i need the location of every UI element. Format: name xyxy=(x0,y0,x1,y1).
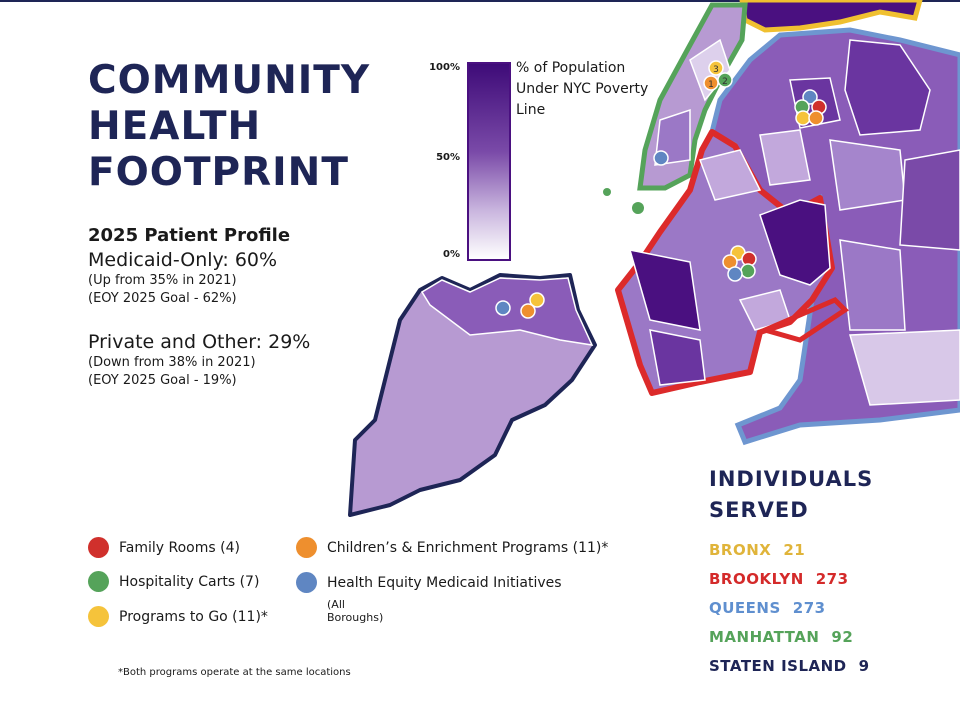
private-stat: Private and Other: 29% xyxy=(88,331,311,353)
served-row-manhattan: MANHATTAN 92 xyxy=(709,623,873,652)
borough-name: QUEENS xyxy=(709,599,781,617)
served-count: 273 xyxy=(792,599,826,617)
marker-number: 1 xyxy=(708,80,714,90)
blue-dot-icon xyxy=(296,572,317,593)
served-count: 92 xyxy=(831,628,854,646)
medicaid-goal: (EOY 2025 Goal - 62%) xyxy=(88,291,237,306)
program-markers: 3 1 2 xyxy=(495,60,827,319)
borough-name: BROOKLYN xyxy=(709,570,804,588)
staten-island-borough xyxy=(348,273,597,517)
served-heading: INDIVIDUALS xyxy=(709,467,874,491)
title-line: FOOTPRINT xyxy=(88,150,349,195)
legend-item-programs-to-go: Programs to Go (11)* xyxy=(88,606,268,627)
individuals-served: INDIVIDUALS SERVED BRONX 21 BROOKLYN 273 Q… xyxy=(709,464,873,681)
marker-hospitality-cart xyxy=(740,263,756,279)
title-line: COMMUNITY xyxy=(88,58,371,103)
patient-profile: 2025 Patient Profile Medicaid-Only: 60% … xyxy=(88,224,310,390)
top-rule xyxy=(0,0,960,2)
legend-sub-note: (All Boroughs) xyxy=(327,598,384,624)
marker-number: 3 xyxy=(713,65,719,75)
served-count: 273 xyxy=(815,570,849,588)
marker-health-equity xyxy=(653,150,669,166)
scale-tick: 100% xyxy=(429,62,460,73)
legend-item-family-rooms: Family Rooms (4) xyxy=(88,537,240,558)
marker-programs-to-go xyxy=(708,60,724,76)
private-change: (Down from 38% in 2021) xyxy=(88,355,256,370)
green-dot-icon xyxy=(88,571,109,592)
legend-label: Programs to Go (11)* xyxy=(119,608,268,625)
legend-item-health-equity: Health Equity Medicaid Initiatives xyxy=(296,572,562,593)
medicaid-stat: Medicaid-Only: 60% xyxy=(88,249,278,271)
profile-heading: 2025 Patient Profile xyxy=(88,225,291,246)
borough-name: BRONX xyxy=(709,541,772,559)
legend-item-hospitality-carts: Hospitality Carts (7) xyxy=(88,571,259,592)
marker-hospitality-cart xyxy=(717,72,733,88)
marker-health-equity xyxy=(495,300,511,316)
served-heading: SERVED xyxy=(709,498,809,522)
yellow-dot-icon xyxy=(88,606,109,627)
marker-health-equity xyxy=(802,89,818,105)
medicaid-change: (Up from 35% in 2021) xyxy=(88,273,237,288)
served-row-staten-island: STATEN ISLAND 9 xyxy=(709,652,873,681)
legend-label: Family Rooms (4) xyxy=(119,539,240,556)
marker-health-equity xyxy=(727,266,743,282)
bronx-borough xyxy=(739,0,923,33)
legend-label: Hospitality Carts (7) xyxy=(119,573,260,590)
served-row-queens: QUEENS 273 xyxy=(709,594,873,623)
orange-dot-icon xyxy=(296,537,317,558)
legend-label: Health Equity Medicaid Initiatives xyxy=(327,574,562,591)
scale-tick: 0% xyxy=(443,249,460,260)
poverty-color-scale xyxy=(467,62,511,261)
title-line: HEALTH xyxy=(88,104,262,149)
served-count: 21 xyxy=(783,541,806,559)
marker-programs-to-go xyxy=(529,292,545,308)
red-dot-icon xyxy=(88,537,109,558)
marker-programs-to-go xyxy=(795,110,811,126)
scale-tick: 50% xyxy=(436,152,460,163)
queens-borough xyxy=(709,27,960,446)
marker-childrens-programs xyxy=(808,110,824,126)
scale-title: % of Population Under NYC Poverty Line xyxy=(516,60,649,118)
borough-name: STATEN ISLAND xyxy=(709,657,847,675)
legend-label: Children’s & Enrichment Programs (11)* xyxy=(327,539,609,556)
marker-childrens-programs xyxy=(520,303,536,319)
marker-number: 2 xyxy=(722,77,728,87)
borough-name: MANHATTAN xyxy=(709,628,820,646)
private-goal: (EOY 2025 Goal - 19%) xyxy=(88,373,237,388)
legend-item-childrens-programs: Children’s & Enrichment Programs (11)* xyxy=(296,537,608,558)
served-row-bronx: BRONX 21 xyxy=(709,536,873,565)
served-row-brooklyn: BROOKLYN 273 xyxy=(709,565,873,594)
page-title: COMMUNITY HEALTH FOOTPRINT xyxy=(88,58,370,196)
footnote: *Both programs operate at the same locat… xyxy=(118,667,351,678)
served-count: 9 xyxy=(858,657,870,675)
